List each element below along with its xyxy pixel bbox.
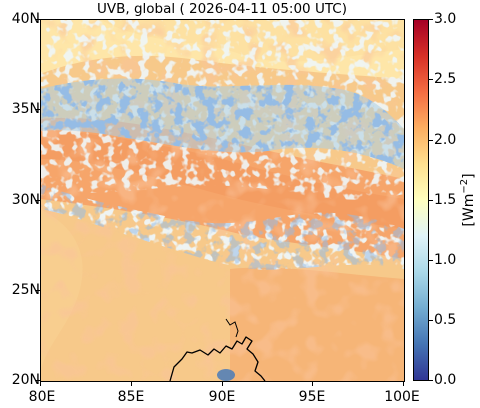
x-tick-mark [312,381,313,386]
colorbar [413,19,429,381]
x-tick-mark [222,381,223,386]
y-tick-mark [35,200,40,201]
colorbar-tick [429,140,433,141]
colorbar-tick [429,19,433,20]
colorbar-tick-label: 2.0 [434,132,457,148]
x-tick-label: 85E [117,389,145,405]
colorbar-tick-label: 1.0 [434,252,457,268]
colorbar-tick [429,320,433,321]
y-tick-label: 20N [11,372,40,388]
y-tick-mark [35,19,40,20]
colorbar-tick-label: 3.0 [434,11,457,27]
x-tick-label: 90E [208,389,236,405]
colorbar-tick-label: 0.0 [434,372,457,388]
y-tick-mark [35,380,40,381]
colorbar-tick [429,380,433,381]
colorbar-tick [429,79,433,80]
x-tick-label: 80E [28,389,56,405]
colorbar-tick-label: 0.5 [434,312,457,328]
colorbar-tick [429,260,433,261]
x-tick-mark [131,381,132,386]
x-tick-label: 95E [298,389,326,405]
y-tick-mark [35,290,40,291]
uvb-map [40,19,404,381]
x-tick-mark [40,381,41,386]
x-tick-label: 100E [384,389,420,405]
y-tick-label: 35N [11,101,40,117]
y-tick-mark [35,109,40,110]
x-tick-mark [403,381,404,386]
y-tick-label: 40N [11,11,40,27]
colorbar-tick-label: 2.5 [434,71,457,87]
plot-title: UVB, global ( 2026-04-11 05:00 UTC) [97,1,347,17]
coastline [169,336,266,381]
colorbar-title: [Wm−2] [459,173,477,227]
y-tick-label: 25N [11,282,40,298]
colorbar-tick [429,200,433,201]
colorbar-tick-label: 1.5 [434,192,457,208]
y-tick-label: 30N [11,192,40,208]
